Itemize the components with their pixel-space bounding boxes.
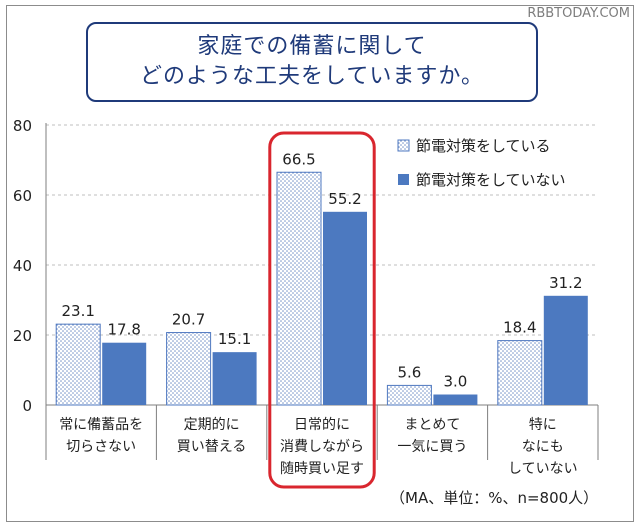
bar-series-a-3 <box>386 384 432 406</box>
highlight-box <box>268 131 376 489</box>
y-tick-label-60: 60 <box>13 187 32 205</box>
y-tick-label-20: 20 <box>13 327 32 345</box>
legend-swatch-series-a <box>397 139 410 152</box>
data-label-b-3: 3.0 <box>443 373 467 391</box>
bar-series-a-1 <box>166 332 212 406</box>
data-label-b-2: 55.2 <box>328 190 361 208</box>
y-tick-label-40: 40 <box>13 257 32 275</box>
bar-series-a-4 <box>497 340 543 406</box>
chart-title-line-2: どのような工夫をしていますか。 <box>140 64 484 89</box>
chart-title-box: 家庭での備蓄に関して どのような工夫をしていますか。 <box>86 22 538 102</box>
legend-label-series-a: 節電対策をしている <box>416 137 551 155</box>
data-label-b-1: 15.1 <box>218 330 251 348</box>
bar-series-b-4 <box>543 295 588 405</box>
data-label-a-0: 23.1 <box>61 302 94 320</box>
category-label-3-0: まとめて <box>404 417 460 433</box>
data-label-b-0: 17.8 <box>107 321 140 339</box>
data-label-a-2: 66.5 <box>282 150 315 168</box>
legend-label-series-b: 節電対策をしていない <box>416 171 566 189</box>
data-label-a-3: 5.6 <box>397 363 421 381</box>
category-label-2-1: 消費しながら <box>280 439 364 455</box>
chart-title-line-1: 家庭での備蓄に関して <box>197 34 427 59</box>
category-label-1-0: 定期的に <box>184 417 240 433</box>
data-label-a-4: 18.4 <box>503 319 536 337</box>
bar-series-a-2 <box>276 171 322 406</box>
category-label-0-1: 切らさない <box>66 439 136 455</box>
data-label-b-4: 31.2 <box>549 274 582 292</box>
category-label-3-1: 一気に買う <box>397 439 467 455</box>
y-tick-label-80: 80 <box>13 117 32 135</box>
y-tick-label-0: 0 <box>22 397 32 415</box>
bar-series-a-0 <box>55 323 101 406</box>
category-label-4-2: していない <box>508 461 578 477</box>
bar-series-b-2 <box>323 211 367 405</box>
footnote: （MA、単位：%、n=800人） <box>390 489 599 507</box>
legend-swatch-series-b <box>398 174 409 185</box>
bar-series-b-1 <box>212 352 257 405</box>
category-label-2-0: 日常的に <box>294 417 350 433</box>
data-label-a-1: 20.7 <box>172 311 205 329</box>
bar-series-b-3 <box>433 394 478 405</box>
category-label-4-0: 特に <box>529 417 557 433</box>
watermark: RBBTODAY.COM <box>527 6 630 21</box>
category-label-0-0: 常に備蓄品を <box>59 417 143 433</box>
category-label-1-1: 買い替える <box>177 439 247 455</box>
category-label-2-2: 随時買い足す <box>280 461 364 477</box>
bar-series-b-0 <box>102 342 147 405</box>
category-label-4-1: なにも <box>522 439 564 455</box>
